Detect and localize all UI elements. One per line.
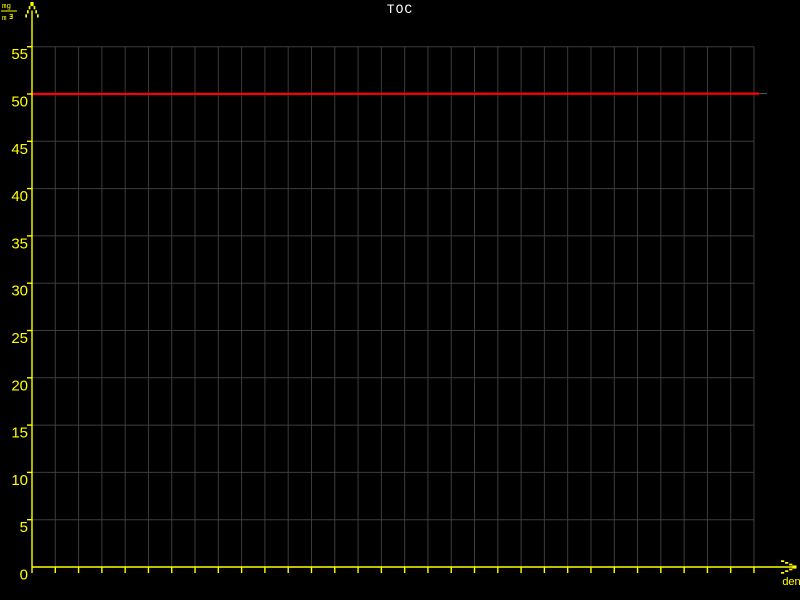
svg-text:50: 50 bbox=[11, 94, 28, 111]
svg-text:m: m bbox=[2, 15, 7, 23]
svg-text:55: 55 bbox=[11, 46, 28, 63]
svg-text:45: 45 bbox=[11, 141, 28, 158]
svg-text:35: 35 bbox=[11, 235, 28, 252]
svg-text:15: 15 bbox=[11, 425, 28, 442]
svg-text:TOC: TOC bbox=[387, 2, 413, 17]
svg-text:0: 0 bbox=[20, 567, 28, 584]
svg-text:30: 30 bbox=[11, 283, 28, 300]
svg-text:20: 20 bbox=[11, 377, 28, 394]
svg-text:25: 25 bbox=[11, 330, 28, 347]
svg-text:10: 10 bbox=[11, 472, 28, 489]
svg-text:40: 40 bbox=[11, 188, 28, 205]
svg-text:den: den bbox=[782, 576, 800, 588]
svg-text:5: 5 bbox=[20, 519, 28, 536]
svg-text:mg: mg bbox=[2, 3, 11, 11]
